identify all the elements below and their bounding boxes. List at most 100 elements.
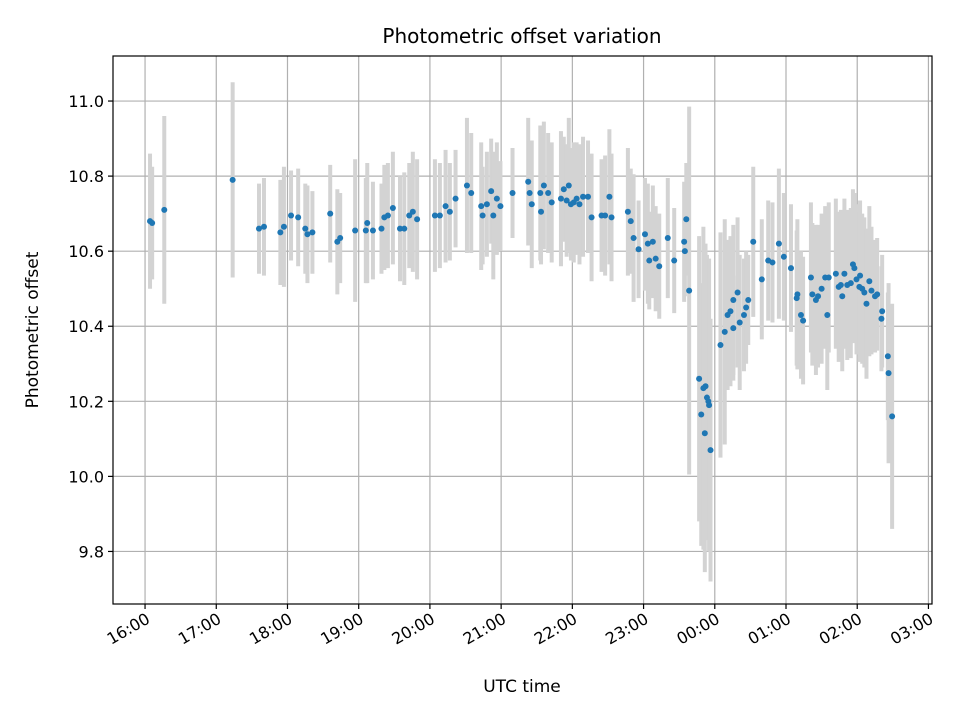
- data-point: [468, 190, 475, 196]
- data-point: [545, 190, 552, 196]
- data-point: [431, 212, 438, 219]
- data-point: [260, 223, 267, 230]
- y-tick-label: 10.6: [68, 242, 104, 261]
- data-point: [463, 182, 470, 189]
- data-point: [149, 220, 156, 227]
- data-point: [397, 225, 404, 232]
- data-point: [337, 235, 344, 242]
- data-point: [734, 289, 741, 296]
- data-point: [780, 253, 787, 260]
- data-point: [884, 353, 891, 360]
- y-tick-label: 11.0: [68, 92, 104, 111]
- data-point: [446, 208, 453, 215]
- data-point: [702, 383, 709, 390]
- data-point: [528, 201, 535, 208]
- data-point: [414, 216, 421, 223]
- data-point: [885, 370, 892, 377]
- data-point: [681, 248, 688, 255]
- y-tick-label: 10.8: [68, 167, 104, 186]
- data-point: [635, 246, 642, 253]
- data-point: [563, 197, 570, 204]
- data-point: [706, 402, 713, 409]
- data-point: [560, 186, 567, 193]
- data-point: [161, 206, 168, 213]
- data-point: [701, 430, 708, 437]
- data-point: [664, 235, 671, 242]
- y-tick-label: 10.2: [68, 392, 104, 411]
- data-point: [364, 220, 371, 227]
- data-point: [696, 375, 703, 382]
- data-point: [302, 225, 309, 232]
- data-point: [406, 212, 413, 219]
- data-point: [497, 203, 504, 210]
- data-point: [580, 193, 587, 200]
- data-point: [526, 190, 533, 196]
- data-point: [493, 195, 500, 202]
- data-point: [736, 319, 743, 326]
- data-point: [863, 300, 870, 307]
- data-point: [866, 278, 873, 285]
- data-point: [809, 291, 816, 298]
- data-point: [797, 311, 804, 318]
- data-point: [740, 311, 747, 318]
- data-point: [745, 296, 752, 303]
- data-point: [743, 304, 750, 311]
- data-point: [327, 210, 334, 217]
- data-point-layer: [147, 176, 896, 454]
- data-point: [478, 203, 485, 210]
- data-point: [255, 225, 262, 232]
- data-point: [839, 293, 846, 300]
- y-tick-label: 10.0: [68, 467, 104, 486]
- plot-area-frame: [112, 55, 933, 605]
- data-point: [874, 291, 881, 298]
- y-axis-ticks: 9.8 10.0 10.2 10.4 10.6 10.8 11.0: [68, 92, 113, 561]
- data-point: [787, 265, 794, 272]
- data-point: [295, 214, 302, 221]
- data-point: [707, 447, 714, 454]
- data-point: [304, 231, 311, 238]
- data-point: [727, 308, 734, 315]
- data-point: [730, 325, 737, 332]
- data-point: [537, 190, 544, 196]
- data-point: [436, 212, 443, 219]
- data-point: [588, 214, 595, 221]
- data-point: [378, 225, 385, 232]
- data-point: [879, 308, 886, 315]
- data-point: [775, 240, 782, 247]
- data-point: [548, 199, 555, 206]
- data-point: [288, 212, 295, 219]
- data-point: [758, 276, 765, 283]
- data-point: [815, 293, 822, 300]
- data-point: [671, 257, 678, 264]
- data-point: [652, 255, 659, 262]
- data-point: [649, 238, 656, 245]
- data-point: [730, 296, 737, 303]
- data-point: [509, 190, 516, 196]
- data-point: [644, 240, 651, 247]
- y-axis-title: Photometric offset: [23, 251, 43, 408]
- data-point: [769, 259, 776, 266]
- data-point: [851, 265, 858, 272]
- data-point: [280, 223, 287, 230]
- data-point: [868, 287, 875, 294]
- data-point: [646, 257, 653, 264]
- data-point: [576, 201, 583, 208]
- data-point: [488, 188, 495, 195]
- data-point: [585, 193, 592, 200]
- data-point: [853, 276, 860, 283]
- x-axis-title: UTC time: [483, 677, 561, 697]
- data-point: [656, 263, 663, 270]
- data-point: [557, 195, 564, 202]
- data-point: [857, 272, 864, 279]
- data-point: [624, 208, 631, 215]
- data-point: [309, 229, 316, 236]
- data-point: [825, 274, 832, 281]
- data-point: [277, 229, 284, 236]
- data-point: [442, 203, 449, 210]
- data-point: [837, 281, 844, 288]
- data-point: [525, 178, 532, 185]
- data-point: [565, 182, 572, 189]
- data-point: [681, 238, 688, 245]
- y-tick-label: 10.4: [68, 317, 104, 336]
